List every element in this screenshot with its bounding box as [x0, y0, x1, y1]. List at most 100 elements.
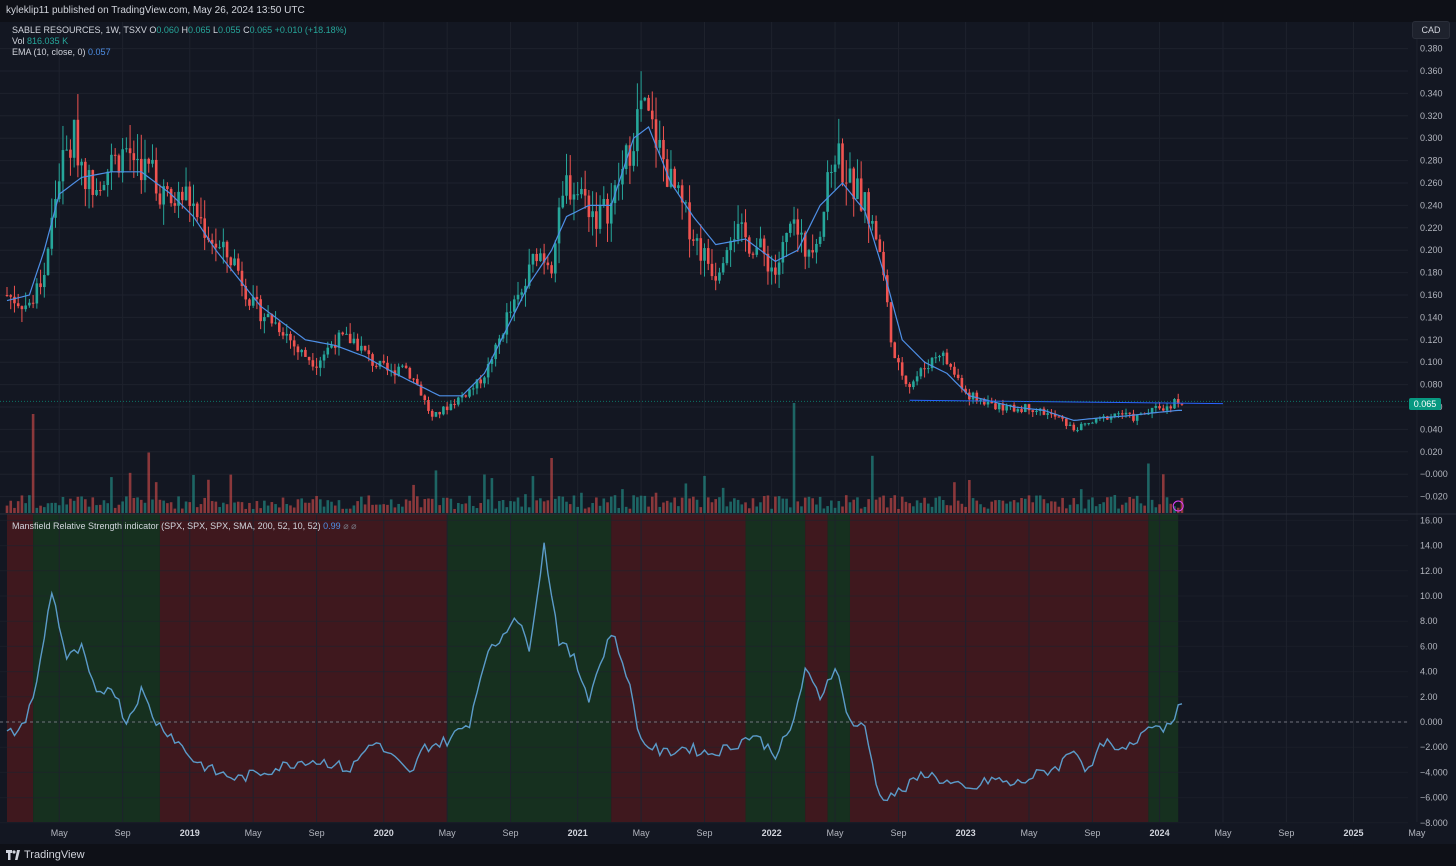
candle-body [263, 317, 266, 322]
volume-bar [956, 500, 960, 513]
candle-body [479, 379, 483, 384]
time-axis-label: May [1021, 828, 1039, 838]
candle-body [941, 352, 945, 356]
volume-bar [69, 498, 72, 513]
candle-body [576, 194, 579, 196]
volume-bar [24, 503, 27, 513]
candle-body [408, 367, 412, 379]
volume-bar [934, 497, 938, 513]
volume-bar [445, 497, 449, 513]
volume-bar [647, 506, 650, 513]
candle-body [374, 365, 378, 367]
candle-body [1128, 412, 1132, 414]
candle-body [203, 218, 206, 238]
candle-body [800, 232, 803, 235]
time-axis-label: May [827, 828, 845, 838]
candle-body [16, 303, 20, 307]
volume-bar [1124, 502, 1128, 513]
volume-bar [337, 500, 341, 513]
volume-bar [512, 501, 516, 513]
volume-bar [233, 502, 236, 513]
mansfield-value: 0.99 [323, 521, 341, 531]
candle-body [703, 248, 706, 261]
volume-bar [856, 497, 859, 513]
rs-axis-label: 8.00 [1420, 616, 1438, 626]
candle-body [457, 397, 460, 405]
price-axis-label: 0.100 [1420, 357, 1443, 367]
candle-body [1076, 430, 1079, 432]
candle-body [169, 188, 173, 204]
volume-bar [1132, 498, 1135, 513]
volume-bar [882, 495, 885, 513]
volume-bar [789, 507, 792, 513]
candle-body [565, 175, 568, 196]
volume-bar [1180, 497, 1184, 513]
price-axis-label: 0.040 [1420, 424, 1443, 434]
volume-bar [162, 500, 165, 513]
volume-bar [740, 504, 744, 513]
time-axis-label: Sep [115, 828, 131, 838]
candle-body [181, 191, 184, 201]
candle-body [151, 159, 154, 164]
volume-bar [953, 482, 956, 513]
candle-body [774, 267, 777, 275]
candle-body [483, 377, 486, 384]
candle-body [416, 378, 419, 385]
candle-body [859, 178, 863, 211]
volume-bar [665, 500, 669, 513]
candle-body [956, 374, 960, 378]
rs-axis-label: −2.000 [1420, 742, 1448, 752]
time-axis-label: Sep [503, 828, 519, 838]
volume-bar [449, 498, 453, 513]
candle-body [796, 219, 800, 235]
candle-body [591, 211, 594, 218]
volume-bar [692, 496, 695, 513]
price-axis-label: 0.360 [1420, 66, 1443, 76]
volume-bar [386, 504, 389, 513]
volume-bar [199, 504, 203, 513]
rs-axis-label: 6.00 [1420, 641, 1438, 651]
candle-body [449, 403, 453, 411]
volume-bar [982, 507, 986, 513]
volume-bar [136, 497, 139, 513]
candle-body [527, 264, 531, 286]
candle-body [1001, 403, 1005, 411]
candle-body [397, 366, 400, 376]
candle-body [360, 345, 363, 351]
candle-body [874, 221, 878, 240]
volume-bar [811, 498, 814, 513]
ohlc-legend: SABLE RESOURCES, 1W, TSXV O0.060 H0.065 … [12, 25, 347, 36]
volume-bar [475, 508, 479, 513]
volume-bar [416, 496, 419, 513]
volume-bar [1162, 474, 1165, 513]
volume-bar [177, 496, 180, 513]
candle-body [1031, 410, 1035, 412]
price-chart[interactable]: 0.380 0.360 0.340 0.320 0.300 0.280 0.260 0.240… [0, 22, 1456, 844]
volume-bar [289, 505, 292, 513]
volume-bar [397, 503, 400, 513]
candle-body [867, 192, 870, 224]
volume-bar [125, 496, 128, 513]
candle-body [57, 181, 61, 200]
candle-body [139, 158, 143, 181]
volume-bar [912, 506, 915, 513]
volume-bar [509, 501, 512, 513]
candle-body [1012, 404, 1016, 412]
candle-body [721, 263, 725, 273]
volume-bar [1109, 496, 1113, 513]
volume-bar [442, 497, 445, 513]
candle-body [595, 211, 598, 229]
rs-zone-red [7, 514, 34, 822]
currency-button[interactable]: CAD [1412, 21, 1450, 39]
candle-body [39, 283, 42, 288]
volume-bar [300, 498, 303, 513]
candle-body [531, 253, 535, 265]
volume-bar [229, 474, 233, 513]
volume-bar [61, 496, 65, 513]
candle-body [173, 203, 177, 206]
candle-body [464, 395, 468, 397]
mansfield-extra: ⌀ ⌀ [343, 521, 357, 531]
candle-body [1173, 399, 1176, 409]
candle-body [725, 250, 729, 264]
rs-zone-red [805, 514, 828, 822]
